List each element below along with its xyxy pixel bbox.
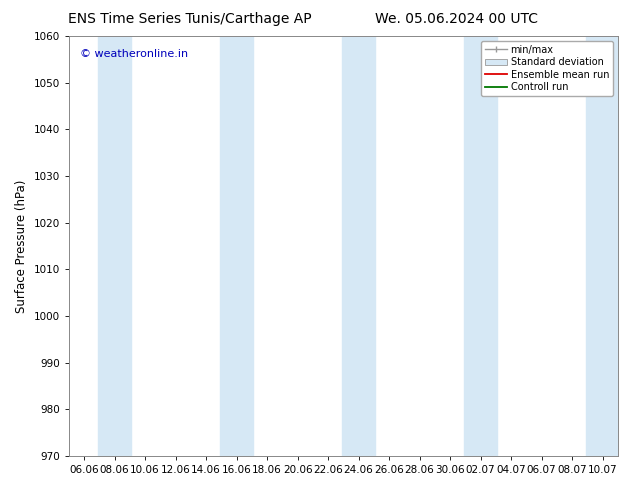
Bar — [342, 36, 375, 456]
Y-axis label: Surface Pressure (hPa): Surface Pressure (hPa) — [15, 179, 28, 313]
Text: © weatheronline.in: © weatheronline.in — [80, 49, 188, 59]
Text: We. 05.06.2024 00 UTC: We. 05.06.2024 00 UTC — [375, 12, 538, 26]
Bar — [586, 36, 619, 456]
Text: ENS Time Series Tunis/Carthage AP: ENS Time Series Tunis/Carthage AP — [68, 12, 312, 26]
Bar — [220, 36, 254, 456]
Bar — [464, 36, 497, 456]
Bar — [98, 36, 131, 456]
Legend: min/max, Standard deviation, Ensemble mean run, Controll run: min/max, Standard deviation, Ensemble me… — [481, 41, 613, 96]
